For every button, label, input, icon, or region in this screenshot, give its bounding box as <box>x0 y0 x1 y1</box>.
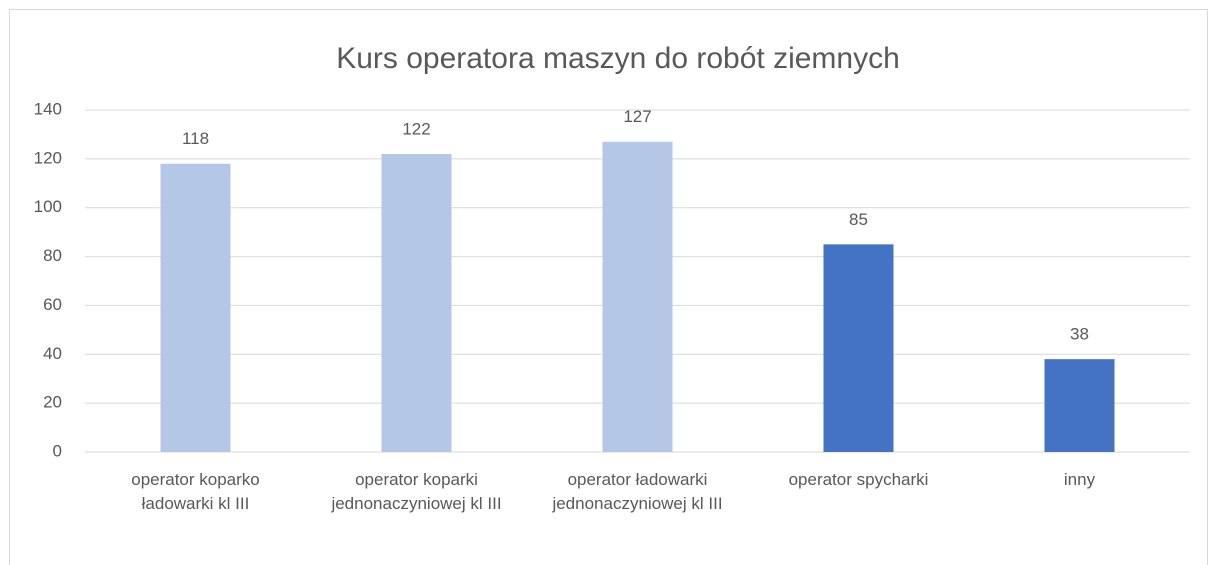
bar <box>160 163 231 452</box>
data-label: 122 <box>402 119 430 138</box>
x-tick-label: operator spycharki <box>788 470 929 489</box>
bar <box>1044 359 1115 452</box>
data-label: 118 <box>182 129 209 148</box>
y-tick-label: 100 <box>34 197 62 216</box>
x-tick-label: operator koparko ładowarki kl III <box>131 470 260 513</box>
bar <box>602 141 673 452</box>
x-tick-label: operator ładowarki jednonaczyniowej kl I… <box>552 470 723 513</box>
chart-title: Kurs operatora maszyn do robót ziemnych <box>336 42 900 75</box>
bar <box>823 244 894 452</box>
y-tick-label: 20 <box>43 393 62 412</box>
y-tick-label: 0 <box>53 441 62 460</box>
data-label: 38 <box>1070 325 1089 344</box>
y-tick-label: 80 <box>43 246 62 265</box>
data-label: 127 <box>623 107 651 126</box>
x-tick-label: operator koparki jednonaczyniowej kl III <box>331 470 502 513</box>
y-tick-label: 120 <box>34 148 62 167</box>
bar <box>381 153 452 452</box>
y-tick-label: 60 <box>43 295 62 314</box>
y-tick-label: 40 <box>43 344 62 363</box>
x-tick-label: inny <box>1063 470 1096 489</box>
data-label: 85 <box>849 210 868 229</box>
y-tick-label: 140 <box>34 99 62 118</box>
